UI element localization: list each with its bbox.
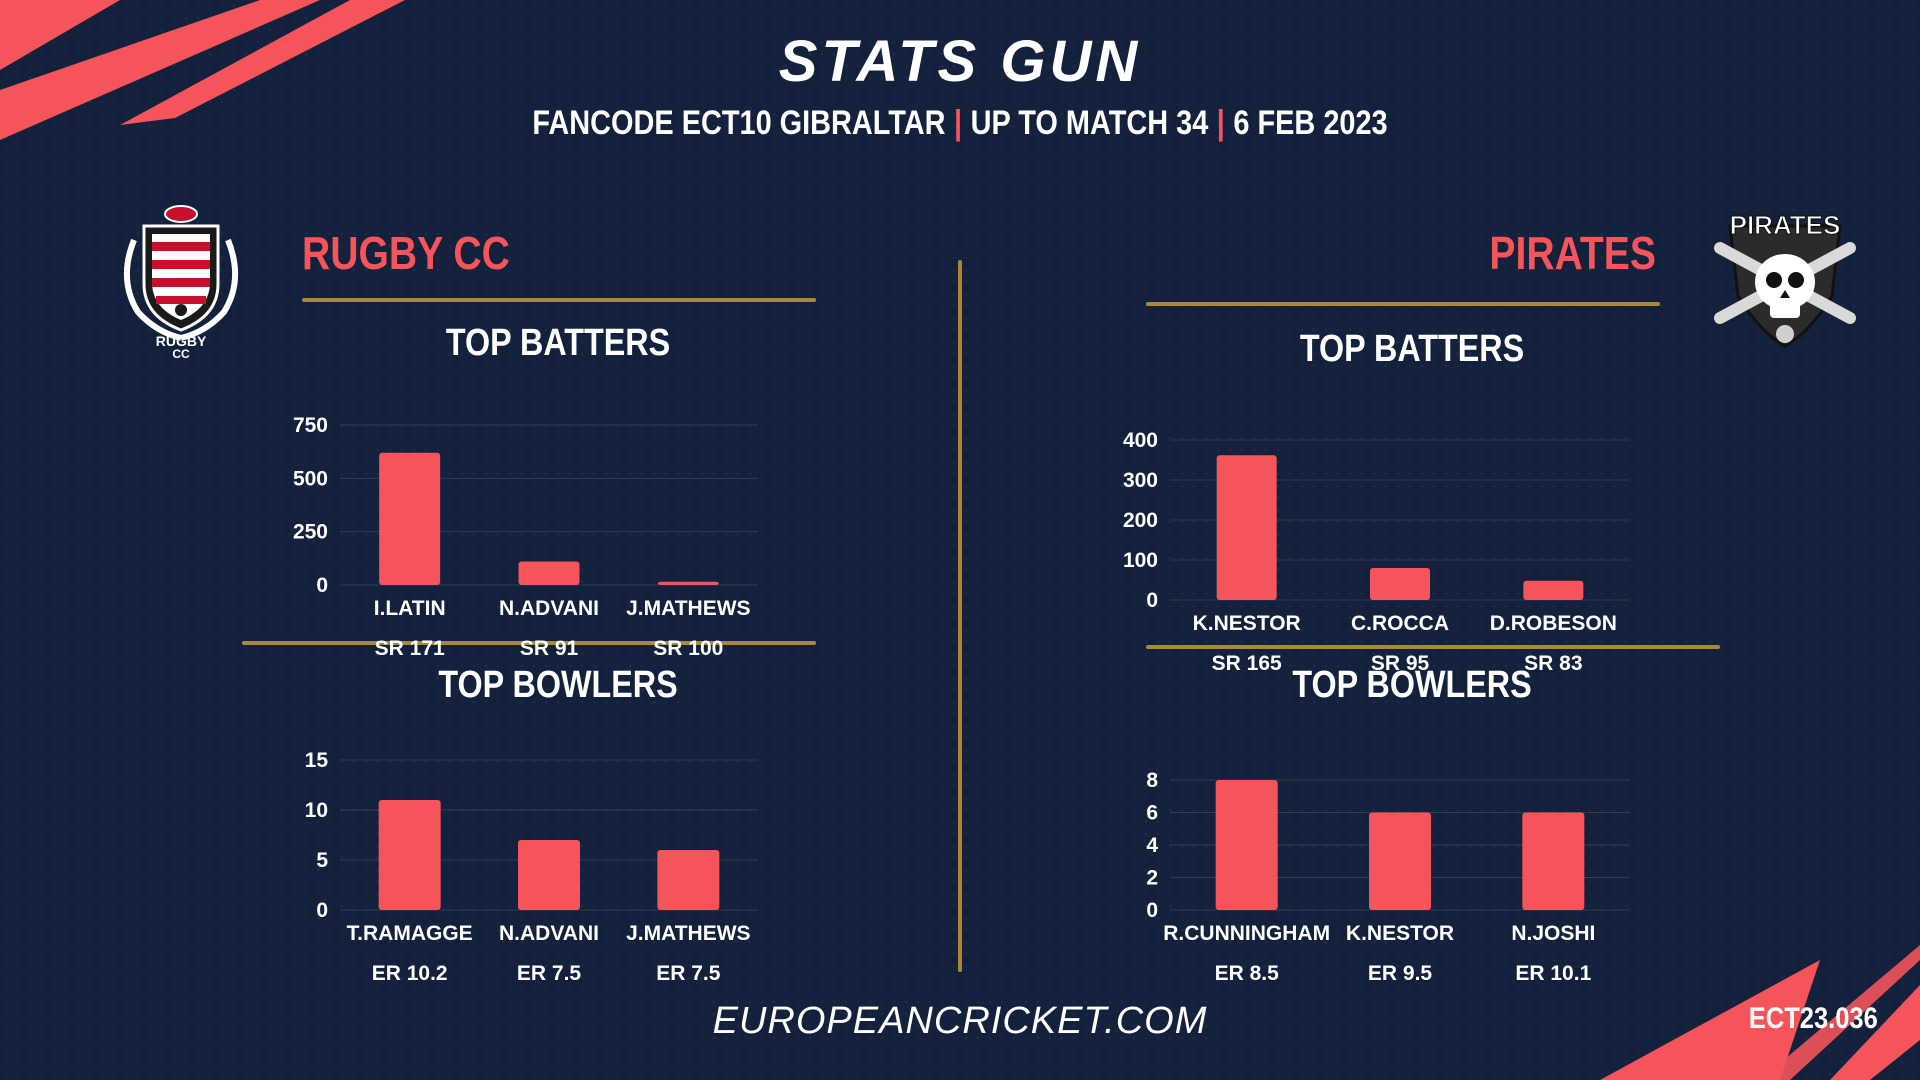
category-label: C.ROCCA	[1351, 612, 1449, 635]
y-tick-label: 10	[305, 799, 328, 822]
bar-chart-svg: 0 2 4 6 8 R.CUNNINGHAM ER 8.5 K.NESTOR ER 9.5 N.J…	[1146, 769, 1630, 985]
stat-label: SR 165	[1212, 652, 1282, 675]
y-tick-label: 100	[1123, 549, 1158, 572]
y-tick-label: 0	[316, 574, 328, 597]
brand-title: STATS GUN	[778, 29, 1142, 94]
tournament-name: FANCODE ECT10 GIBRALTAR	[532, 104, 946, 142]
bar	[518, 840, 580, 910]
stat-label: SR 95	[1371, 652, 1430, 675]
bar	[1522, 812, 1585, 910]
y-tick-label: 250	[293, 521, 328, 544]
rugby-cc-crest-icon: RUGBY CC	[123, 205, 239, 360]
team-name-left: RUGBY CC	[302, 227, 510, 279]
chart-right-bowlers: 0 2 4 6 8 R.CUNNINGHAM ER 8.5 K.NESTOR ER 9.5 N.J…	[1110, 740, 1710, 985]
category-label: K.NESTOR	[1346, 922, 1454, 945]
pirates-skull-shield-icon: PIRATES	[1714, 210, 1856, 348]
stat-label: SR 83	[1524, 652, 1582, 675]
stat-label: SR 171	[375, 637, 445, 660]
chart-left-batters: 0 250 500 750 I.LATIN SR 171 N.ADVANI SR 91 J.MA…	[280, 395, 838, 660]
bar	[1215, 780, 1278, 910]
y-tick-label: 500	[293, 467, 328, 490]
section-title-left-batters: TOP BATTERS	[445, 322, 671, 364]
chart-right-batters: 0 100 200 300 400 K.NESTOR SR 165 C.ROCCA SR 95 D…	[1110, 400, 1710, 675]
y-tick-label: 5	[316, 849, 328, 872]
stat-label: SR 91	[520, 637, 579, 660]
bar	[657, 581, 719, 585]
y-tick-label: 8	[1146, 769, 1158, 792]
logo-subtext: CC	[172, 347, 190, 360]
logo-text: PIRATES	[1730, 210, 1841, 240]
separator: |	[954, 104, 963, 142]
stat-label: SR 100	[653, 637, 723, 660]
gold-rule	[1146, 645, 1720, 649]
gold-rule	[1146, 302, 1660, 306]
y-tick-label: 15	[305, 749, 329, 772]
chart-left-bowlers: 0 5 10 15 T.RAMAGGE ER 10.2 N.ADVANI ER 7.5 J.MA…	[280, 720, 838, 985]
section-title-left-bowlers: TOP BOWLERS	[438, 664, 678, 706]
y-tick-label: 4	[1146, 834, 1158, 857]
date: 6 FEB 2023	[1233, 104, 1388, 142]
bar	[378, 800, 441, 910]
match-progress: UP TO MATCH 34	[970, 104, 1209, 142]
category-label: K.NESTOR	[1193, 612, 1301, 635]
header-subtitle: FANCODE ECT10 GIBRALTAR | UP TO MATCH 34 | 6…	[144, 104, 1776, 143]
bar	[1216, 455, 1277, 600]
stat-label: ER 8.5	[1215, 962, 1280, 985]
bar	[1369, 812, 1431, 910]
category-label: I.LATIN	[374, 597, 446, 620]
y-tick-label: 400	[1123, 429, 1158, 452]
gold-rule	[302, 298, 816, 302]
category-label: N.ADVANI	[499, 597, 599, 620]
center-divider	[958, 260, 962, 972]
y-tick-label: 0	[316, 899, 328, 922]
category-label: D.ROBESON	[1490, 612, 1617, 635]
bar-chart-svg: 0 5 10 15 T.RAMAGGE ER 10.2 N.ADVANI ER 7.5 J.MA…	[305, 749, 758, 985]
stat-label: ER 9.5	[1368, 962, 1433, 985]
category-label: J.MATHEWS	[626, 922, 750, 945]
logo-text: RUGBY	[156, 333, 207, 349]
graphic-code: ECT23.036	[1748, 1002, 1878, 1035]
stat-label: ER 7.5	[656, 962, 721, 985]
section-title-right-batters: TOP BATTERS	[1299, 328, 1525, 370]
gold-rule	[242, 641, 816, 645]
y-tick-label: 300	[1123, 469, 1158, 492]
separator: |	[1216, 104, 1225, 142]
bar	[379, 452, 441, 585]
stat-label: ER 10.1	[1515, 962, 1591, 985]
y-tick-label: 0	[1146, 589, 1158, 612]
footer-website: EUROPEANCRICKET.COM	[712, 1000, 1208, 1042]
category-label: N.JOSHI	[1511, 922, 1595, 945]
category-label: T.RAMAGGE	[347, 922, 473, 945]
stat-label: ER 10.2	[372, 962, 448, 985]
bar	[1523, 580, 1584, 600]
bar-chart-svg: 0 250 500 750 I.LATIN SR 171 N.ADVANI SR 91 J.MA…	[293, 414, 758, 660]
y-tick-label: 200	[1123, 509, 1158, 532]
bar	[518, 561, 580, 585]
category-label: R.CUNNINGHAM	[1163, 922, 1330, 945]
y-tick-label: 750	[293, 414, 328, 437]
y-tick-label: 0	[1146, 899, 1158, 922]
team-name-right: PIRATES	[1489, 227, 1656, 279]
category-label: N.ADVANI	[499, 922, 599, 945]
stat-label: ER 7.5	[517, 962, 582, 985]
bar	[1370, 568, 1430, 600]
category-label: J.MATHEWS	[626, 597, 750, 620]
bar-chart-svg: 0 100 200 300 400 K.NESTOR SR 165 C.ROCCA SR 95 D…	[1123, 429, 1630, 675]
bar	[657, 850, 720, 910]
y-tick-label: 2	[1146, 867, 1158, 890]
y-tick-label: 6	[1146, 802, 1158, 825]
section-title-right-bowlers: TOP BOWLERS	[1292, 664, 1532, 706]
